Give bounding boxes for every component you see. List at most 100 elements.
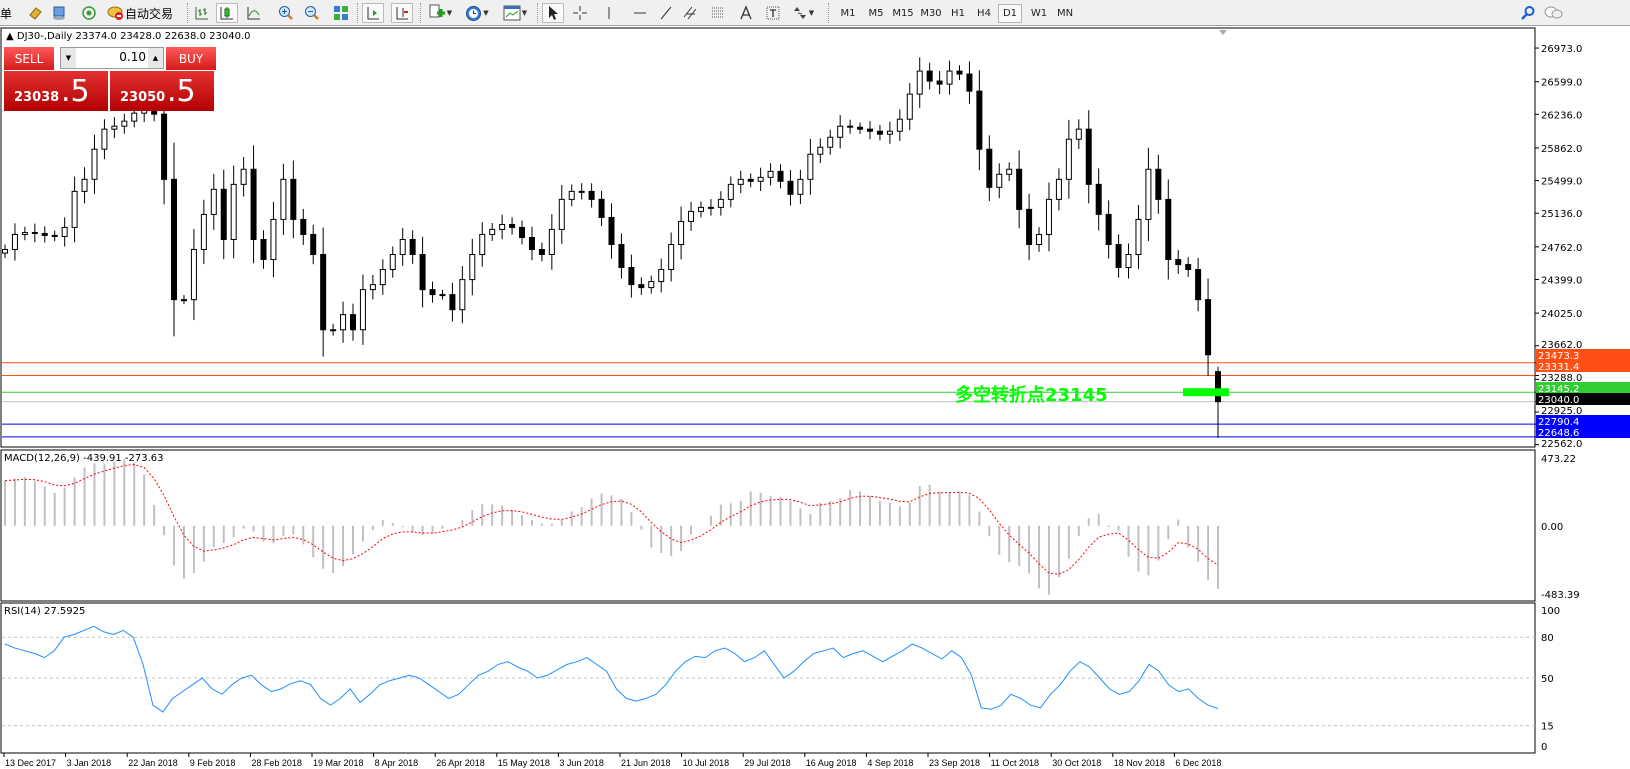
bullish-candle: [230, 183, 237, 240]
timeframe-m1[interactable]: M1: [840, 8, 856, 19]
symbol-info: ▲ DJ30-,Daily 23374.0 23428.0 22638.0 23…: [6, 31, 250, 42]
arrows-icon: [793, 7, 806, 19]
timeframe-mn[interactable]: MN: [1056, 8, 1074, 19]
text-icon[interactable]: [736, 3, 756, 23]
buy-price-fraction: .5: [167, 74, 196, 109]
bullish-candle: [737, 178, 744, 185]
bullish-candle: [548, 228, 555, 255]
bearish-candle: [628, 267, 635, 286]
price-line-label-bg: [1536, 426, 1630, 438]
bar-chart-icon[interactable]: [192, 3, 212, 23]
rsi-axis-label: 50: [1541, 674, 1554, 685]
sell-button[interactable]: SELL: [4, 47, 54, 71]
search-icon[interactable]: [1518, 3, 1538, 23]
bullish-candle: [558, 198, 565, 230]
price-line-label: 22790.4: [1538, 417, 1579, 428]
bearish-candle: [926, 70, 933, 82]
date-axis-label: 26 Apr 2018: [436, 758, 485, 768]
zoom-out-icon[interactable]: [302, 3, 322, 23]
price-axis-label: 25136.0: [1541, 209, 1582, 220]
buy-button[interactable]: BUY: [166, 47, 216, 71]
price-axis-label: 26236.0: [1541, 110, 1582, 121]
timeframe-d1[interactable]: D1: [998, 4, 1022, 23]
zoom-in-icon[interactable]: [276, 3, 296, 23]
macd-panel[interactable]: [0, 449, 1536, 602]
chart-shift-marker-icon[interactable]: [1219, 30, 1227, 35]
sell-price-button[interactable]: 23038 .5: [4, 71, 108, 111]
lot-increase-icon[interactable]: ▲: [148, 48, 163, 68]
macd-signal-line: [4, 464, 1219, 575]
bearish-candle: [528, 237, 535, 250]
timeframe-h4[interactable]: H4: [977, 8, 991, 19]
buy-price-main: 23050: [120, 90, 166, 105]
price-axis-label: 24399.0: [1541, 275, 1582, 286]
sell-price-main: 23038: [14, 90, 60, 105]
bearish-candle: [260, 238, 267, 261]
date-axis-label: 3 Jan 2018: [67, 758, 112, 768]
bearish-candle: [976, 90, 983, 150]
macd-axis-label: -483.39: [1541, 590, 1580, 601]
cursor-icon[interactable]: [542, 3, 564, 23]
indicators-button[interactable]: ▼: [425, 3, 455, 23]
signals-icon[interactable]: [78, 3, 100, 23]
buy-price-button[interactable]: 23050 .5: [110, 71, 214, 111]
arrows-button[interactable]: ▼: [788, 3, 818, 23]
bearish-candle: [936, 80, 943, 85]
bearish-candle: [1085, 128, 1092, 185]
autotrading-button[interactable]: 自动交易: [104, 3, 176, 23]
bullish-candle: [379, 269, 386, 286]
lot-decrease-icon[interactable]: ▼: [61, 48, 76, 68]
price-line-label-bg: [1536, 349, 1630, 361]
timeframe-h1[interactable]: H1: [951, 8, 965, 19]
bullish-candle: [111, 125, 118, 130]
timeframe-m30[interactable]: M30: [920, 8, 942, 19]
timeframe-m5[interactable]: M5: [868, 8, 884, 19]
pivot-marker-rectangle[interactable]: [1183, 388, 1229, 397]
date-axis-label: 22 Jan 2018: [128, 758, 178, 768]
market-watch-icon[interactable]: [24, 3, 46, 23]
bearish-candle: [161, 113, 168, 180]
line-chart-icon[interactable]: [244, 3, 264, 23]
navigator-icon[interactable]: [48, 3, 70, 23]
bearish-candle: [618, 244, 625, 269]
rsi-title: RSI(14) 27.5925: [4, 606, 85, 617]
crosshair-icon[interactable]: [570, 3, 590, 23]
bullish-candle: [61, 226, 68, 237]
trendline-icon[interactable]: [656, 3, 676, 23]
lot-size-stepper[interactable]: ▼ 0.10 ▲: [60, 47, 164, 69]
auto-scroll-icon[interactable]: [362, 3, 384, 23]
collapse-triangle-icon[interactable]: ▲: [6, 31, 14, 42]
text-label-icon[interactable]: [763, 3, 783, 23]
bearish-candle: [1115, 244, 1122, 269]
bullish-candle: [190, 248, 197, 301]
templates-button[interactable]: ▼: [499, 3, 531, 23]
bullish-candle: [459, 279, 466, 311]
chat-icon[interactable]: [1542, 3, 1564, 23]
macd-title: MACD(12,26,9) -439.91 -273.63: [4, 453, 164, 464]
bullish-candle: [1135, 218, 1142, 255]
price-axis-label: 25499.0: [1541, 177, 1582, 188]
candlestick-icon[interactable]: [216, 3, 238, 23]
bullish-candle: [1145, 168, 1152, 220]
tile-windows-icon[interactable]: [331, 3, 351, 23]
chart-shift-icon[interactable]: [391, 3, 413, 23]
timeframe-w1[interactable]: W1: [1030, 8, 1048, 19]
main-price-panel[interactable]: [0, 27, 1536, 448]
price-line-label-bg: [1536, 360, 1630, 372]
new-order-button-fragment[interactable]: 单: [0, 6, 13, 21]
bearish-candle: [449, 294, 456, 311]
horizontal-line-icon[interactable]: [630, 3, 650, 23]
bullish-candle: [797, 178, 804, 195]
lot-size-input[interactable]: 0.10: [119, 50, 146, 64]
bullish-candle: [757, 176, 764, 182]
date-axis-label: 11 Oct 2018: [991, 758, 1039, 768]
bearish-candle: [171, 178, 178, 301]
bearish-candle: [1215, 371, 1221, 403]
price-axis-label: 23662.0: [1541, 340, 1582, 351]
bearish-candle: [1185, 264, 1192, 271]
equidistant-channel-icon[interactable]: [681, 3, 701, 23]
timeframe-m15[interactable]: M15: [892, 8, 914, 19]
periods-button[interactable]: ▼: [462, 3, 492, 23]
vertical-line-icon[interactable]: [599, 3, 619, 23]
